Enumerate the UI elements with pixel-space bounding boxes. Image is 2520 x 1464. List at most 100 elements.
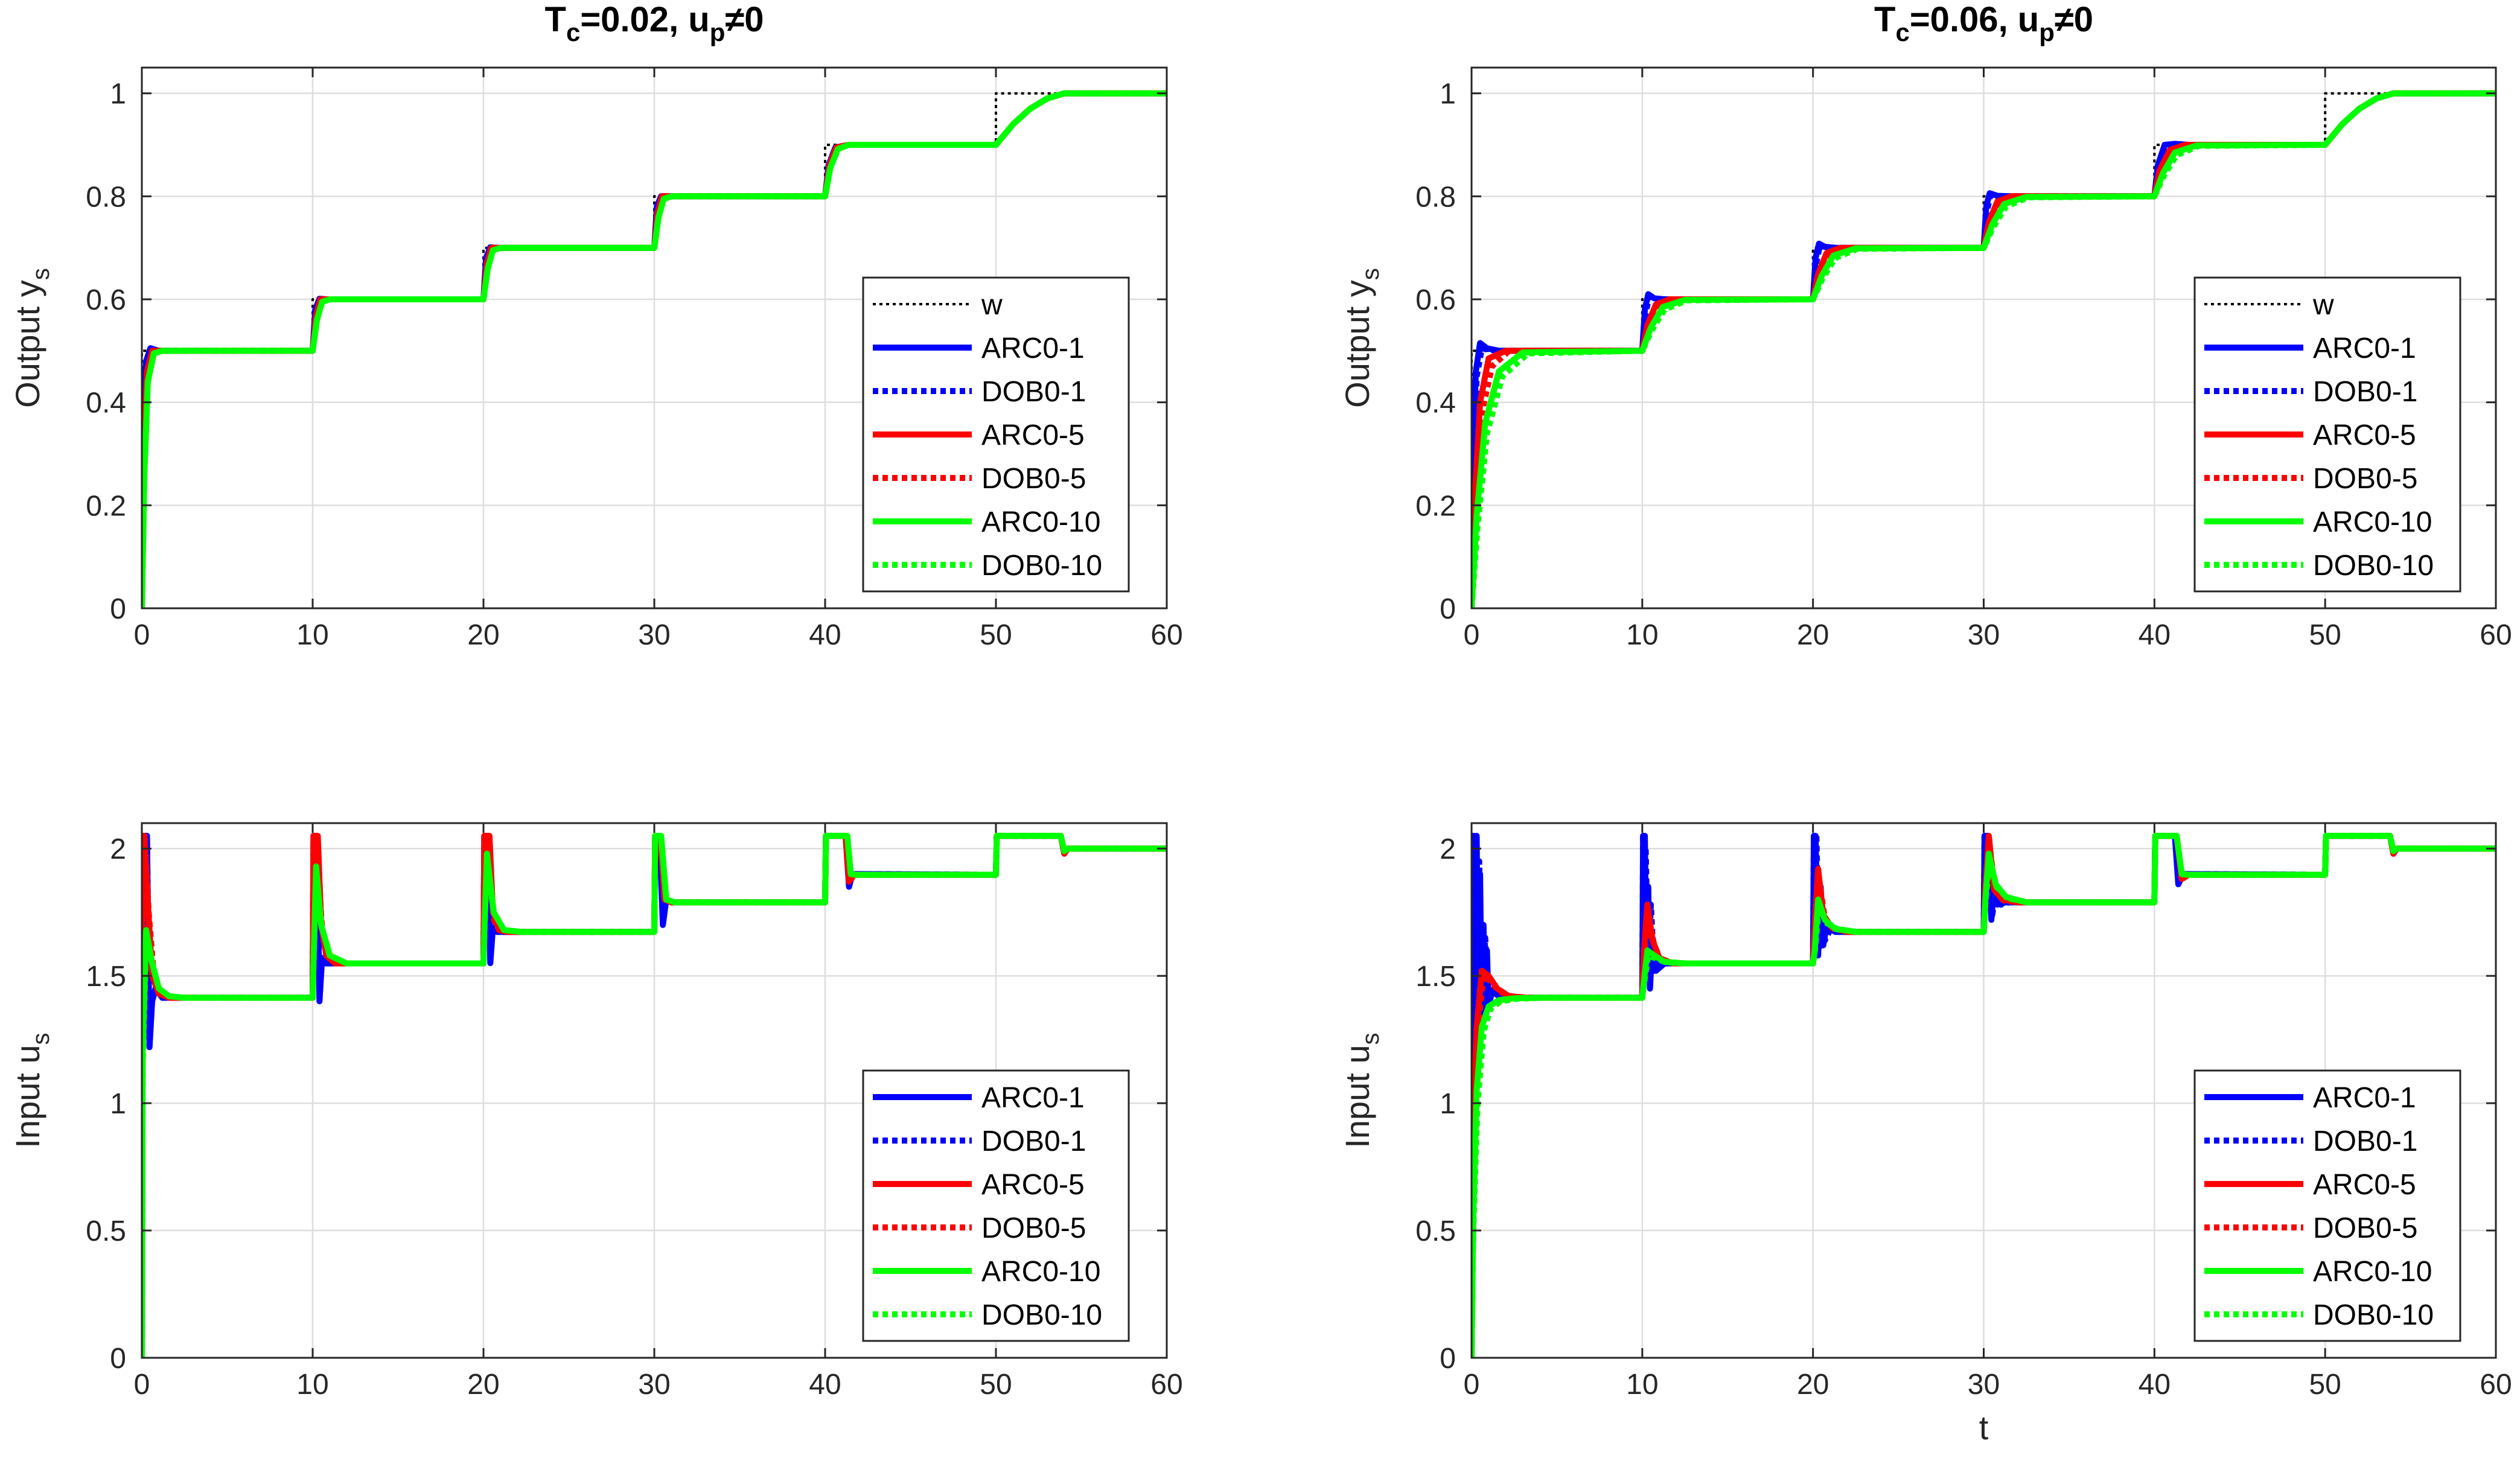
series-line-dob0-10 xyxy=(1472,90,2496,608)
legend-box xyxy=(2193,1069,2461,1342)
y-tick-label: 0.2 xyxy=(86,490,126,522)
y-tick-label: 0.4 xyxy=(1415,387,1456,419)
series-line-dob0-1 xyxy=(142,833,1167,1358)
x-tick-label: 30 xyxy=(1968,619,2000,651)
x-tick-label: 50 xyxy=(980,619,1012,651)
y-tick-label: 1 xyxy=(1440,78,1456,110)
x-tick-label: 10 xyxy=(1626,619,1658,651)
legend: ARC0-1 DOB0-1 ARC0-5 DOB0-5 ARC0-10 DOB0-10 xyxy=(862,1069,1130,1342)
y-tick-label: 2 xyxy=(110,833,126,865)
legend-label: DOB0-10 xyxy=(2313,550,2434,582)
y-tick-label: 0.5 xyxy=(1415,1215,1456,1247)
y-tick-label: 0.5 xyxy=(86,1215,126,1247)
x-tick-label: 10 xyxy=(296,1369,328,1401)
y-axis-label-main: Input u xyxy=(1338,1045,1376,1148)
chart-title: Tc=0.06, up≠0 xyxy=(1874,0,2093,46)
y-axis-label: Output ys xyxy=(1338,268,1384,408)
y-axis-label-main: Output y xyxy=(1338,280,1376,408)
legend: w ARC0-1 DOB0-1 ARC0-5 DOB0-5 ARC0-10 DOB0-10 xyxy=(2193,276,2461,593)
chart-panel-top-right: 0 10 20 30 40 50 60 0 0.2 0.4 0.6 0.8 1 Output ys Tc=0… xyxy=(1338,0,2512,651)
y-axis-label-sub: s xyxy=(28,1033,54,1045)
y-axis-label: Input us xyxy=(1338,1033,1384,1148)
x-tick-label: 60 xyxy=(1150,619,1182,651)
chart-panel-top-left: 0 10 20 30 40 50 60 0 0.2 0.4 0.6 0.8 1 Output ys Tc=0… xyxy=(8,0,1183,651)
x-tick-label: 40 xyxy=(809,619,841,651)
y-axis-label-sub: s xyxy=(28,268,54,280)
legend-label: ARC0-10 xyxy=(981,1256,1100,1288)
x-tick-label: 40 xyxy=(2139,1369,2171,1401)
chart-title: Tc=0.02, up≠0 xyxy=(545,0,764,46)
chart-panel-bottom-left: 0 10 20 30 40 50 60 0 0.5 1 1.5 2 Input us ARC0-1 DOB0… xyxy=(8,822,1183,1401)
x-tick-label: 10 xyxy=(1626,1369,1658,1401)
legend-label: DOB0-1 xyxy=(981,1125,1086,1157)
x-tick-label: 30 xyxy=(638,619,670,651)
x-tick-label: 60 xyxy=(2480,1369,2512,1401)
legend-box xyxy=(862,1069,1130,1342)
y-tick-label: 0.6 xyxy=(1415,284,1456,316)
y-tick-label: 0 xyxy=(1440,593,1456,625)
legend-label: DOB0-5 xyxy=(981,1212,1086,1244)
legend-label: DOB0-1 xyxy=(2313,1125,2417,1157)
x-tick-label: 40 xyxy=(2139,619,2171,651)
y-tick-label: 0 xyxy=(110,593,126,625)
legend: ARC0-1 DOB0-1 ARC0-5 DOB0-5 ARC0-10 DOB0-10 xyxy=(2193,1069,2461,1342)
legend-label: DOB0-1 xyxy=(2313,376,2417,408)
series-line-dob0-10 xyxy=(1472,833,2496,1358)
legend-label: w xyxy=(981,289,1003,321)
legend-label: ARC0-5 xyxy=(2313,419,2416,451)
series-group xyxy=(142,90,1167,608)
y-axis-label: Output ys xyxy=(8,268,54,408)
legend-label: ARC0-1 xyxy=(981,333,1085,364)
legend-label: DOB0-10 xyxy=(981,1299,1102,1331)
series-group xyxy=(1472,90,2496,608)
y-tick-label: 1 xyxy=(110,78,126,110)
x-tick-label: 50 xyxy=(980,1369,1012,1401)
y-tick-label: 0.2 xyxy=(1415,490,1456,522)
legend-label: ARC0-10 xyxy=(2313,506,2432,538)
y-tick-label: 1.5 xyxy=(1415,961,1456,993)
legend-label: ARC0-1 xyxy=(981,1082,1085,1114)
series-group xyxy=(1472,833,2496,1358)
legend-label: ARC0-1 xyxy=(2313,1082,2416,1114)
x-axis-label: t xyxy=(1979,1408,1989,1446)
y-axis-label: Input us xyxy=(8,1033,54,1148)
x-tick-label: 30 xyxy=(638,1369,670,1401)
y-tick-label: 0 xyxy=(1440,1343,1456,1375)
series-line-dob0-10 xyxy=(142,833,1167,1358)
series-line-dob0-1 xyxy=(1472,833,2496,1358)
x-tick-label: 40 xyxy=(809,1369,841,1401)
y-tick-label: 0.4 xyxy=(86,387,126,419)
x-tick-label: 0 xyxy=(1464,1369,1480,1401)
legend-label: DOB0-10 xyxy=(981,550,1102,582)
x-tick-label: 60 xyxy=(1150,1369,1182,1401)
series-line-dob0-10 xyxy=(142,90,1167,608)
chart-panel-bottom-right: 0 10 20 30 40 50 60 0 0.5 1 1.5 2 Input us t ARC0-1 DOB… xyxy=(1338,822,2512,1446)
legend-label: ARC0-10 xyxy=(2313,1256,2432,1288)
x-tick-label: 30 xyxy=(1968,1369,2000,1401)
legend-label: DOB0-5 xyxy=(2313,1212,2417,1244)
y-axis-label-main: Output y xyxy=(8,280,46,408)
y-tick-label: 1.5 xyxy=(86,961,126,993)
series-group xyxy=(142,833,1167,1358)
y-tick-label: 2 xyxy=(1440,833,1456,865)
y-tick-label: 0 xyxy=(110,1343,126,1375)
legend-label: ARC0-1 xyxy=(2313,333,2416,364)
y-axis-label-sub: s xyxy=(1357,268,1384,280)
legend-label: ARC0-5 xyxy=(2313,1169,2416,1201)
y-tick-label: 1 xyxy=(1440,1088,1456,1120)
legend-label: DOB0-5 xyxy=(2313,463,2417,495)
legend-label: ARC0-5 xyxy=(981,419,1085,451)
x-tick-label: 20 xyxy=(1797,619,1829,651)
x-tick-label: 20 xyxy=(467,1369,499,1401)
x-tick-label: 0 xyxy=(134,1369,150,1401)
legend-label: DOB0-1 xyxy=(981,376,1086,408)
y-axis-label-sub: s xyxy=(1357,1033,1384,1045)
legend: w ARC0-1 DOB0-1 ARC0-5 DOB0-5 ARC0-10 DOB0-10 xyxy=(862,276,1130,593)
x-tick-label: 0 xyxy=(134,619,150,651)
y-tick-label: 0.8 xyxy=(1415,181,1456,213)
y-axis-label-main: Input u xyxy=(8,1045,46,1148)
x-tick-label: 50 xyxy=(2309,1369,2341,1401)
legend-label: w xyxy=(2312,289,2334,321)
